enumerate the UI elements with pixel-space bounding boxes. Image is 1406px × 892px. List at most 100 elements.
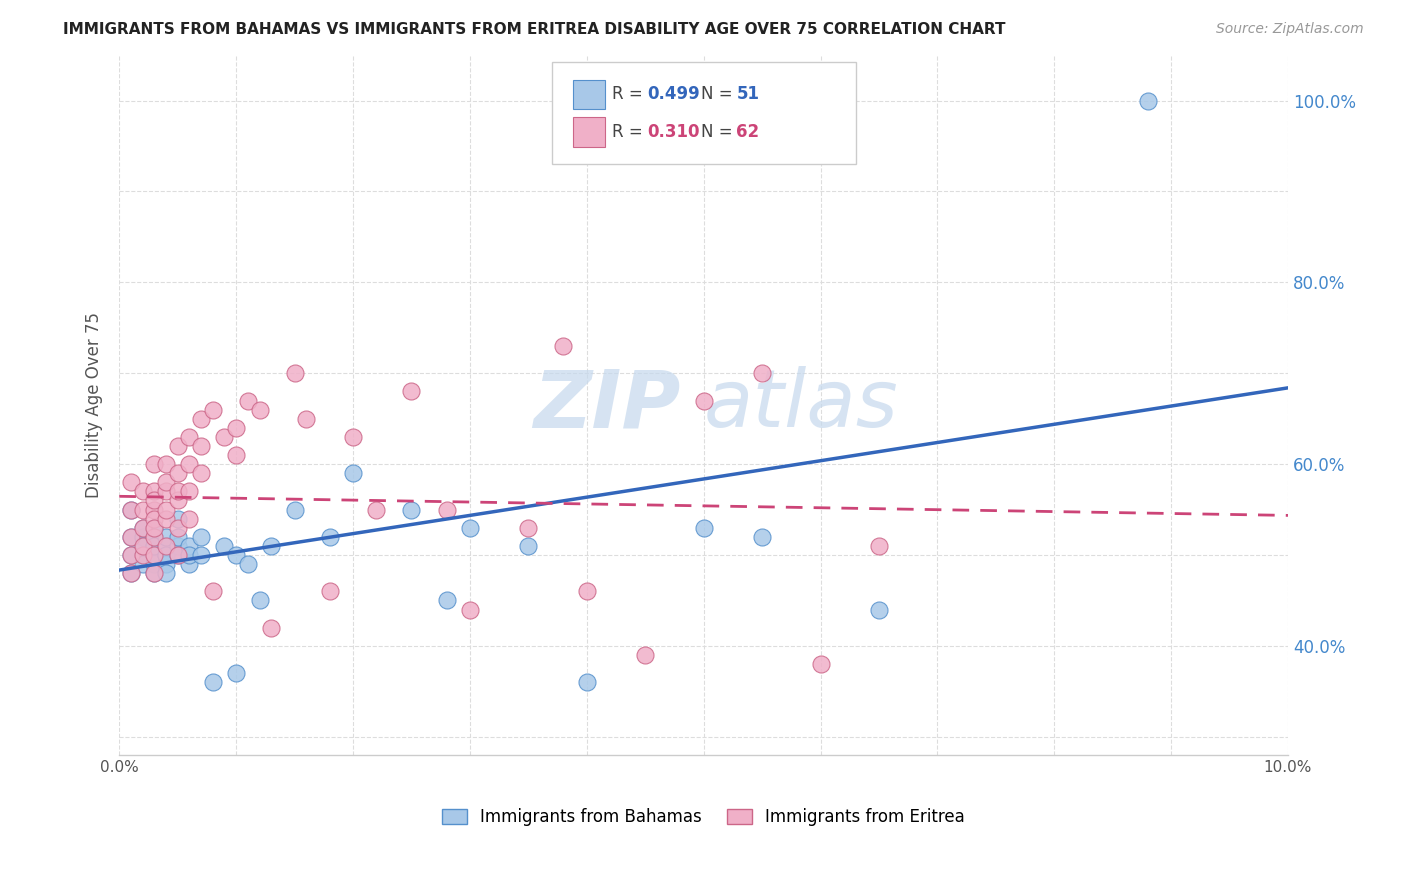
Y-axis label: Disability Age Over 75: Disability Age Over 75 [86, 312, 103, 498]
Point [1136, 94, 1159, 108]
Text: R =: R = [613, 86, 648, 103]
Bar [572, 118, 606, 147]
Point [166, 467, 188, 481]
Point [868, 539, 890, 553]
Point [517, 521, 540, 535]
Point [155, 530, 177, 544]
Point [214, 430, 236, 444]
Point [236, 393, 259, 408]
Text: N =: N = [702, 86, 738, 103]
Point [201, 584, 224, 599]
Point [214, 539, 236, 553]
Point [366, 502, 388, 516]
Point [143, 502, 166, 516]
Point [436, 593, 458, 607]
Point [143, 539, 166, 553]
Point [401, 384, 423, 399]
Point [249, 402, 271, 417]
Point [143, 548, 166, 562]
Point [692, 521, 714, 535]
Point [155, 548, 177, 562]
Point [190, 530, 212, 544]
Point [179, 557, 201, 571]
Point [401, 502, 423, 516]
Point [284, 502, 307, 516]
Bar [572, 79, 606, 109]
Point [179, 548, 201, 562]
Point [120, 566, 142, 581]
Point [260, 621, 283, 635]
FancyBboxPatch shape [551, 62, 856, 163]
Point [190, 439, 212, 453]
Point [225, 448, 247, 462]
Point [143, 530, 166, 544]
Point [166, 511, 188, 525]
Point [131, 539, 153, 553]
Point [120, 502, 142, 516]
Point [166, 439, 188, 453]
Point [751, 366, 773, 380]
Point [131, 548, 153, 562]
Point [155, 539, 177, 553]
Point [634, 648, 657, 662]
Point [692, 393, 714, 408]
Point [810, 657, 832, 671]
Point [131, 548, 153, 562]
Point [143, 457, 166, 471]
Text: Source: ZipAtlas.com: Source: ZipAtlas.com [1216, 22, 1364, 37]
Point [155, 457, 177, 471]
Point [155, 566, 177, 581]
Text: 0.310: 0.310 [648, 123, 700, 141]
Point [131, 539, 153, 553]
Point [131, 530, 153, 544]
Text: 51: 51 [737, 86, 759, 103]
Point [751, 530, 773, 544]
Point [318, 584, 340, 599]
Point [249, 593, 271, 607]
Point [131, 521, 153, 535]
Text: N =: N = [702, 123, 738, 141]
Point [190, 411, 212, 425]
Point [120, 548, 142, 562]
Text: R =: R = [613, 123, 648, 141]
Point [131, 484, 153, 499]
Point [120, 530, 142, 544]
Point [458, 602, 481, 616]
Point [179, 430, 201, 444]
Point [201, 675, 224, 690]
Point [236, 557, 259, 571]
Point [342, 467, 364, 481]
Point [120, 475, 142, 490]
Point [225, 666, 247, 681]
Point [131, 502, 153, 516]
Point [155, 502, 177, 516]
Text: IMMIGRANTS FROM BAHAMAS VS IMMIGRANTS FROM ERITREA DISABILITY AGE OVER 75 CORREL: IMMIGRANTS FROM BAHAMAS VS IMMIGRANTS FR… [63, 22, 1005, 37]
Point [155, 484, 177, 499]
Point [201, 402, 224, 417]
Point [120, 548, 142, 562]
Point [342, 430, 364, 444]
Point [190, 548, 212, 562]
Point [458, 521, 481, 535]
Point [166, 530, 188, 544]
Point [120, 502, 142, 516]
Point [179, 539, 201, 553]
Point [179, 511, 201, 525]
Point [284, 366, 307, 380]
Point [143, 493, 166, 508]
Point [120, 566, 142, 581]
Point [155, 539, 177, 553]
Point [143, 484, 166, 499]
Point [143, 548, 166, 562]
Point [155, 548, 177, 562]
Point [166, 539, 188, 553]
Point [166, 484, 188, 499]
Point [318, 530, 340, 544]
Point [179, 457, 201, 471]
Text: atlas: atlas [703, 366, 898, 444]
Point [143, 566, 166, 581]
Point [143, 548, 166, 562]
Point [120, 530, 142, 544]
Text: 0.499: 0.499 [648, 86, 700, 103]
Point [295, 411, 318, 425]
